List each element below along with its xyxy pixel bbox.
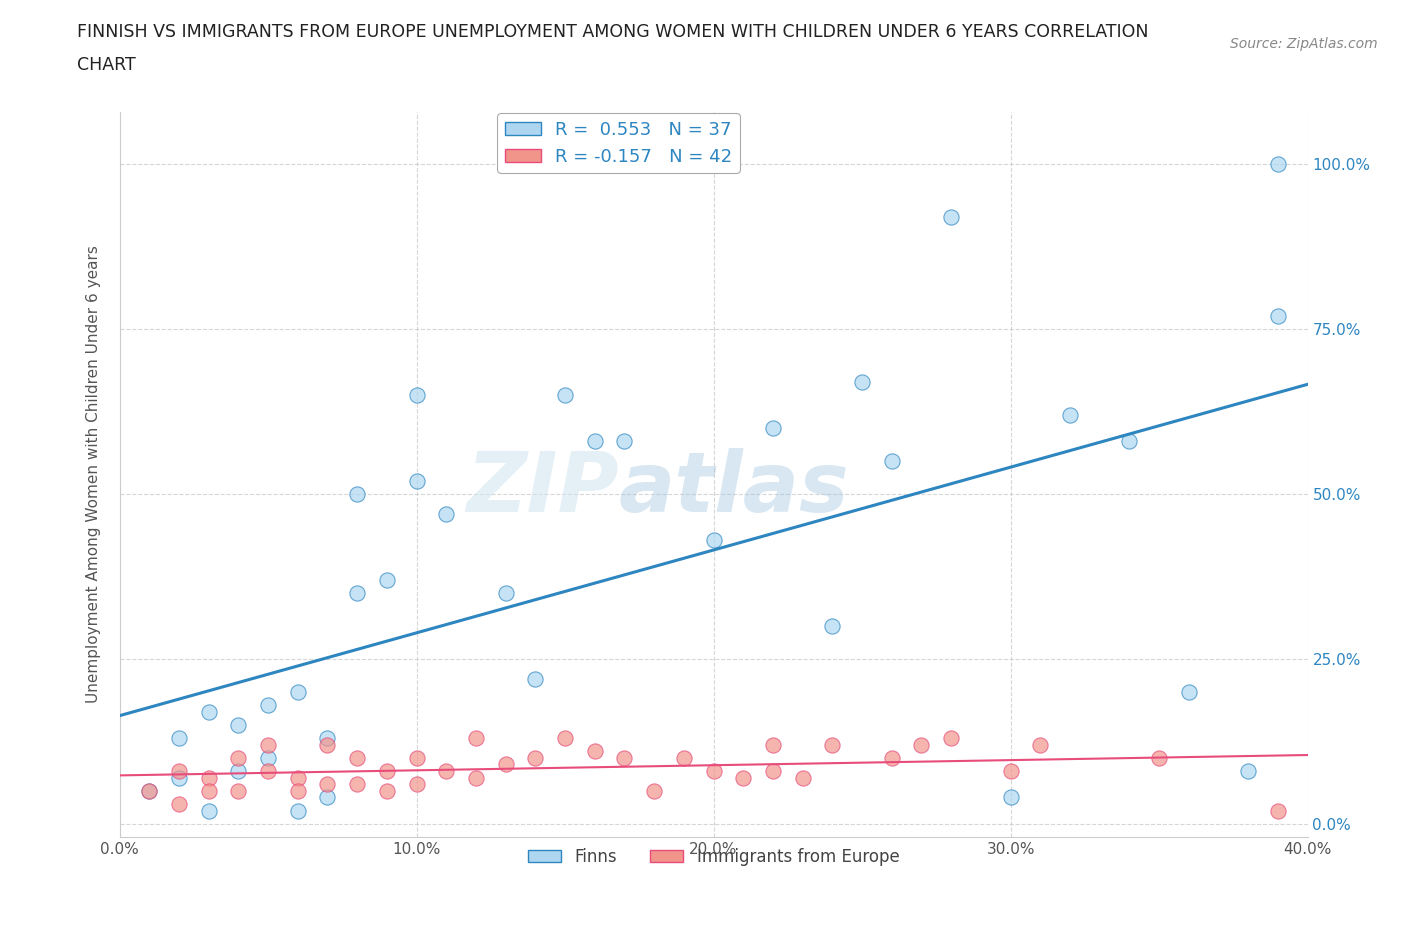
Point bbox=[672, 751, 695, 765]
Point bbox=[257, 764, 280, 778]
Point bbox=[346, 751, 368, 765]
Point bbox=[733, 770, 755, 785]
Point bbox=[167, 797, 190, 812]
Point bbox=[703, 533, 725, 548]
Point bbox=[821, 618, 844, 633]
Text: ZIP: ZIP bbox=[465, 448, 619, 529]
Point bbox=[434, 764, 457, 778]
Point bbox=[405, 388, 427, 403]
Point bbox=[287, 770, 309, 785]
Point bbox=[434, 507, 457, 522]
Point bbox=[405, 473, 427, 488]
Point bbox=[405, 751, 427, 765]
Point bbox=[524, 671, 547, 686]
Point bbox=[880, 454, 903, 469]
Point bbox=[197, 704, 219, 719]
Point bbox=[316, 777, 339, 791]
Point bbox=[880, 751, 903, 765]
Point bbox=[1059, 407, 1081, 422]
Point bbox=[910, 737, 932, 752]
Point bbox=[197, 783, 219, 798]
Point bbox=[792, 770, 814, 785]
Point bbox=[762, 737, 785, 752]
Point bbox=[316, 737, 339, 752]
Point bbox=[257, 698, 280, 712]
Point bbox=[197, 804, 219, 818]
Point bbox=[941, 731, 963, 746]
Point bbox=[228, 783, 250, 798]
Point bbox=[703, 764, 725, 778]
Point bbox=[228, 751, 250, 765]
Point bbox=[405, 777, 427, 791]
Point bbox=[1147, 751, 1170, 765]
Point bbox=[316, 790, 339, 804]
Point bbox=[167, 770, 190, 785]
Point bbox=[375, 572, 398, 587]
Point bbox=[554, 388, 576, 403]
Point bbox=[583, 744, 606, 759]
Point bbox=[1237, 764, 1260, 778]
Point bbox=[138, 783, 160, 798]
Point bbox=[941, 209, 963, 224]
Point bbox=[257, 751, 280, 765]
Point bbox=[495, 757, 517, 772]
Point bbox=[167, 764, 190, 778]
Point bbox=[495, 586, 517, 601]
Point bbox=[1267, 804, 1289, 818]
Point bbox=[346, 586, 368, 601]
Point bbox=[762, 764, 785, 778]
Point bbox=[197, 770, 219, 785]
Point bbox=[464, 731, 488, 746]
Point bbox=[613, 751, 636, 765]
Point bbox=[287, 684, 309, 699]
Point bbox=[257, 737, 280, 752]
Point bbox=[1267, 157, 1289, 172]
Point bbox=[287, 804, 309, 818]
Point bbox=[228, 717, 250, 732]
Point bbox=[1267, 309, 1289, 324]
Point bbox=[583, 434, 606, 449]
Point bbox=[1118, 434, 1140, 449]
Point bbox=[1178, 684, 1201, 699]
Point bbox=[643, 783, 665, 798]
Point bbox=[464, 770, 488, 785]
Point bbox=[851, 375, 873, 390]
Point bbox=[138, 783, 160, 798]
Point bbox=[375, 783, 398, 798]
Point bbox=[554, 731, 576, 746]
Point bbox=[375, 764, 398, 778]
Point bbox=[287, 783, 309, 798]
Point bbox=[1029, 737, 1052, 752]
Point bbox=[524, 751, 547, 765]
Point bbox=[228, 764, 250, 778]
Point bbox=[346, 486, 368, 501]
Point bbox=[1000, 790, 1022, 804]
Point bbox=[1000, 764, 1022, 778]
Point bbox=[316, 731, 339, 746]
Point bbox=[613, 434, 636, 449]
Legend: Finns, Immigrants from Europe: Finns, Immigrants from Europe bbox=[520, 841, 907, 872]
Point bbox=[821, 737, 844, 752]
Point bbox=[346, 777, 368, 791]
Point bbox=[762, 420, 785, 435]
Text: CHART: CHART bbox=[77, 56, 136, 73]
Point bbox=[167, 731, 190, 746]
Y-axis label: Unemployment Among Women with Children Under 6 years: Unemployment Among Women with Children U… bbox=[86, 246, 101, 703]
Text: Source: ZipAtlas.com: Source: ZipAtlas.com bbox=[1230, 37, 1378, 51]
Text: FINNISH VS IMMIGRANTS FROM EUROPE UNEMPLOYMENT AMONG WOMEN WITH CHILDREN UNDER 6: FINNISH VS IMMIGRANTS FROM EUROPE UNEMPL… bbox=[77, 23, 1149, 41]
Text: atlas: atlas bbox=[619, 448, 849, 529]
